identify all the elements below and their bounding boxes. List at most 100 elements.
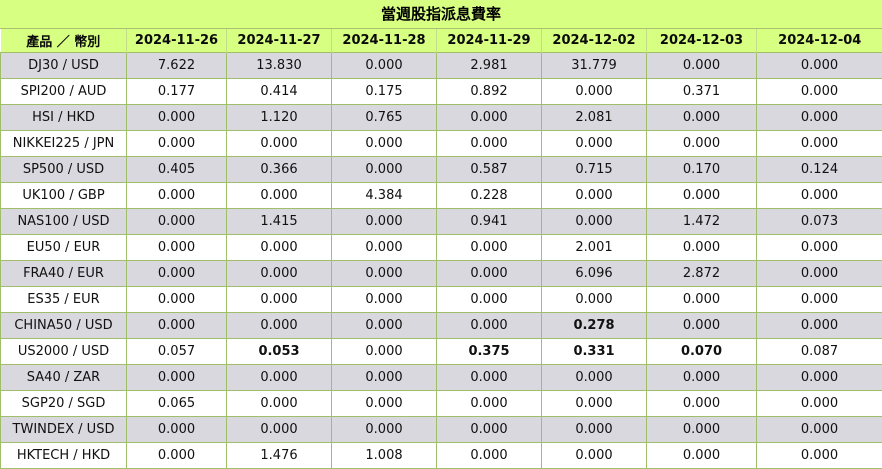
rate-cell: 0.000 xyxy=(331,234,437,261)
rate-cell: 0.065 xyxy=(126,390,227,417)
rate-cell: 0.057 xyxy=(126,338,227,365)
rate-cell: 2.001 xyxy=(541,234,647,261)
rate-cell: 0.124 xyxy=(756,156,882,183)
product-cell: CHINA50 / USD xyxy=(0,312,127,339)
rate-cell: 0.000 xyxy=(436,416,542,443)
rate-cell: 0.000 xyxy=(126,312,227,339)
rate-cell: 0.000 xyxy=(226,286,332,313)
rate-cell: 0.000 xyxy=(331,390,437,417)
table-row: UK100 / GBP 0.000 0.000 4.384 0.228 0.000 0.00… xyxy=(0,182,882,209)
table-row: ES35 / EUR 0.000 0.000 0.000 0.000 0.000 0.000… xyxy=(0,286,882,313)
column-header-date: 2024-11-26 xyxy=(126,29,227,53)
rate-cell: 0.000 xyxy=(646,104,757,131)
rate-cell: 0.177 xyxy=(126,78,227,105)
rate-cell: 0.000 xyxy=(436,286,542,313)
rate-cell: 0.000 xyxy=(331,286,437,313)
product-cell: SPI200 / AUD xyxy=(0,78,127,105)
rate-cell: 0.000 xyxy=(126,182,227,209)
rate-cell: 0.000 xyxy=(331,260,437,287)
rate-cell: 0.000 xyxy=(331,338,437,365)
rate-cell: 0.000 xyxy=(756,78,882,105)
rate-cell: 0.000 xyxy=(226,312,332,339)
rate-cell: 0.000 xyxy=(646,286,757,313)
rate-cell: 0.000 xyxy=(541,416,647,443)
rate-cell: 0.000 xyxy=(126,130,227,157)
rate-cell: 0.000 xyxy=(226,260,332,287)
product-cell: ES35 / EUR xyxy=(0,286,127,313)
rate-cell: 0.000 xyxy=(756,234,882,261)
rate-cell: 0.000 xyxy=(331,156,437,183)
rate-cell: 0.000 xyxy=(126,442,227,469)
product-cell: FRA40 / EUR xyxy=(0,260,127,287)
rate-cell: 0.000 xyxy=(126,416,227,443)
dividend-rate-table: 產品 ／ 幣別 2024-11-26 2024-11-27 2024-11-28… xyxy=(0,29,882,469)
rate-cell: 0.000 xyxy=(646,52,757,79)
rate-cell: 7.622 xyxy=(126,52,227,79)
rate-cell: 0.000 xyxy=(226,390,332,417)
product-cell: UK100 / GBP xyxy=(0,182,127,209)
rate-cell: 0.278 xyxy=(541,312,647,339)
product-cell: SP500 / USD xyxy=(0,156,127,183)
rate-cell: 4.384 xyxy=(331,182,437,209)
rate-cell: 0.000 xyxy=(331,364,437,391)
rate-cell: 0.000 xyxy=(646,182,757,209)
table-row: FRA40 / EUR 0.000 0.000 0.000 0.000 6.096 2.87… xyxy=(0,260,882,287)
table-row: SA40 / ZAR 0.000 0.000 0.000 0.000 0.000 0.000… xyxy=(0,364,882,391)
rate-cell: 0.414 xyxy=(226,78,332,105)
rate-cell: 0.000 xyxy=(436,442,542,469)
table-title: 當週股指派息費率 xyxy=(0,0,882,29)
rate-cell: 6.096 xyxy=(541,260,647,287)
column-header-date: 2024-11-28 xyxy=(331,29,437,53)
rate-cell: 2.081 xyxy=(541,104,647,131)
rate-cell: 0.228 xyxy=(436,182,542,209)
table-row: SGP20 / SGD 0.065 0.000 0.000 0.000 0.000 0.00… xyxy=(0,390,882,417)
rate-cell: 0.000 xyxy=(436,260,542,287)
product-cell: TWINDEX / USD xyxy=(0,416,127,443)
product-cell: NIKKEI225 / JPN xyxy=(0,130,127,157)
product-cell: SGP20 / SGD xyxy=(0,390,127,417)
rate-cell: 0.000 xyxy=(646,416,757,443)
rate-cell: 0.000 xyxy=(646,442,757,469)
rate-cell: 0.000 xyxy=(331,208,437,235)
rate-cell: 0.000 xyxy=(331,312,437,339)
rate-cell: 0.053 xyxy=(226,338,332,365)
rate-cell: 0.000 xyxy=(646,234,757,261)
rate-cell: 0.000 xyxy=(226,364,332,391)
table-row: US2000 / USD 0.057 0.053 0.000 0.375 0.331 0.0… xyxy=(0,338,882,365)
rate-cell: 0.000 xyxy=(541,182,647,209)
column-header-date: 2024-12-03 xyxy=(646,29,757,53)
rate-cell: 0.375 xyxy=(436,338,542,365)
column-header-product: 產品 ／ 幣別 xyxy=(0,29,127,53)
rate-cell: 0.000 xyxy=(541,286,647,313)
product-cell: HKTECH / HKD xyxy=(0,442,127,469)
rate-cell: 0.000 xyxy=(126,364,227,391)
product-cell: HSI / HKD xyxy=(0,104,127,131)
rate-cell: 0.000 xyxy=(756,52,882,79)
rate-cell: 0.000 xyxy=(756,364,882,391)
rate-cell: 0.892 xyxy=(436,78,542,105)
rate-cell: 0.000 xyxy=(226,130,332,157)
rate-cell: 0.000 xyxy=(226,182,332,209)
product-cell: US2000 / USD xyxy=(0,338,127,365)
rate-cell: 0.000 xyxy=(126,208,227,235)
rate-cell: 0.000 xyxy=(756,442,882,469)
rate-cell: 0.175 xyxy=(331,78,437,105)
rate-cell: 0.715 xyxy=(541,156,647,183)
rate-cell: 31.779 xyxy=(541,52,647,79)
rate-cell: 0.000 xyxy=(436,364,542,391)
rate-cell: 0.000 xyxy=(756,182,882,209)
rate-cell: 0.000 xyxy=(646,312,757,339)
rate-cell: 0.000 xyxy=(126,104,227,131)
column-header-date: 2024-11-27 xyxy=(226,29,332,53)
rate-cell: 0.765 xyxy=(331,104,437,131)
rate-cell: 0.087 xyxy=(756,338,882,365)
rate-cell: 0.000 xyxy=(436,312,542,339)
table-row: SPI200 / AUD 0.177 0.414 0.175 0.892 0.000 0.3… xyxy=(0,78,882,105)
rate-cell: 0.000 xyxy=(756,130,882,157)
rate-cell: 0.000 xyxy=(756,104,882,131)
rate-cell: 0.000 xyxy=(436,104,542,131)
rate-cell: 0.073 xyxy=(756,208,882,235)
rate-cell: 0.000 xyxy=(541,390,647,417)
rate-cell: 0.000 xyxy=(541,208,647,235)
